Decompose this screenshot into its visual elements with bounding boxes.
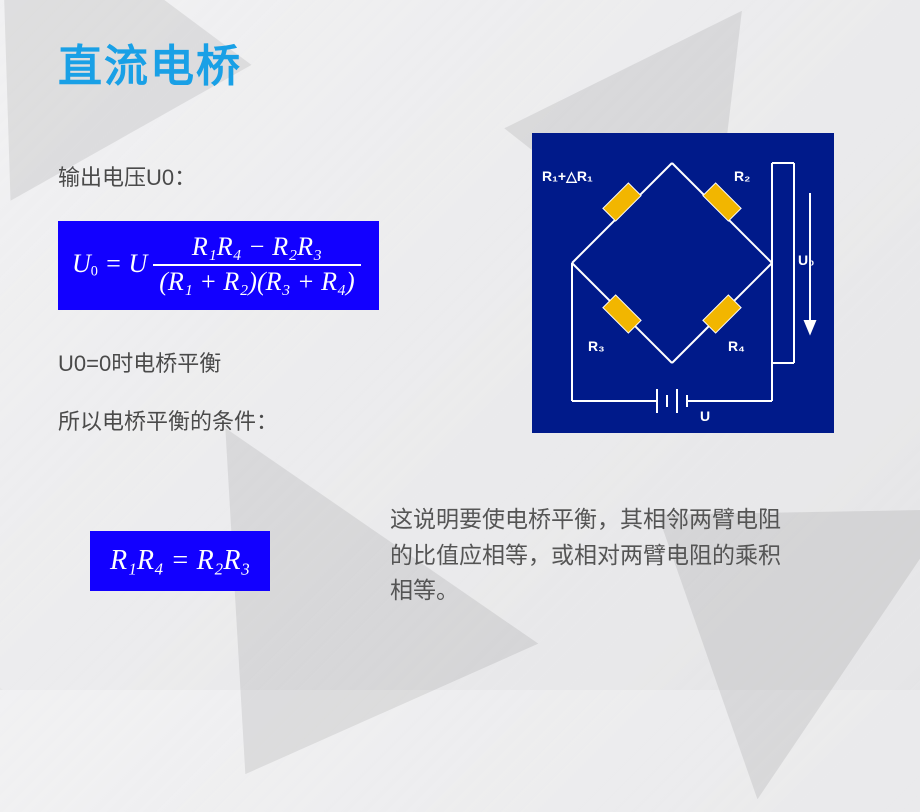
bg-triangle (178, 428, 562, 812)
circuit-svg: R₁+△R₁ R₂ R₃ R₄ U₀ U (532, 133, 834, 433)
formula-denominator: (R₁ + R₂)(R₃ + R₄) (153, 266, 360, 299)
label-r4: R₄ (728, 338, 745, 354)
page-title: 直流电桥 (58, 30, 242, 94)
label-r3: R₃ (588, 338, 605, 354)
formula-numerator: R₁R₄ − R₂R₃ (186, 231, 328, 264)
formula-balance-condition: R₁R₄ = R₂R₃ (90, 531, 270, 591)
balance-condition-label-2: 所以电桥平衡的条件： (58, 404, 498, 439)
label-u: U (700, 408, 710, 424)
explanation-text: 这说明要使电桥平衡，其相邻两臂电阻的比值应相等，或相对两臂电阻的乘积相等。 (390, 502, 790, 609)
label-u0: U₀ (798, 252, 814, 268)
output-voltage-label: 输出电压U0： (58, 160, 498, 195)
formula-output-voltage: U0 = U R₁R₄ − R₂R₃ (R₁ + R₂)(R₃ + R₄) (58, 221, 379, 310)
balance-condition-label-1: U0=0时电桥平衡 (58, 346, 498, 381)
label-r1: R₁+△R₁ (542, 168, 593, 184)
label-r2: R₂ (734, 168, 750, 184)
left-column: 输出电压U0： U0 = U R₁R₄ − R₂R₃ (R₁ + R₂)(R₃ … (58, 160, 498, 439)
wheatstone-bridge-diagram: R₁+△R₁ R₂ R₃ R₄ U₀ U (532, 133, 834, 433)
